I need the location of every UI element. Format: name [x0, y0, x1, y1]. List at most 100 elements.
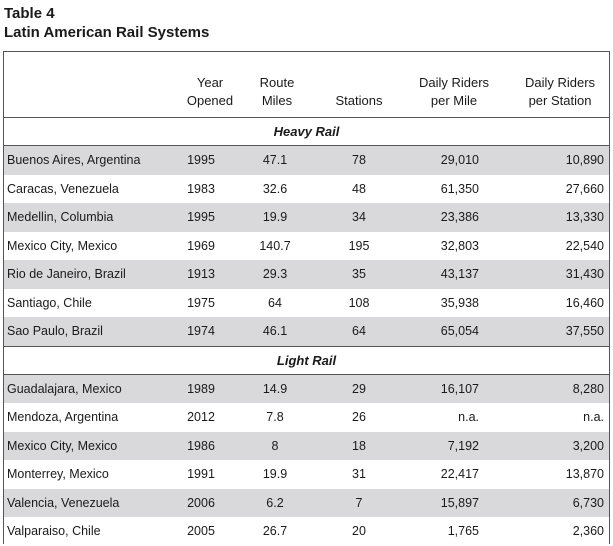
route-miles-cell: 29.3 — [262, 267, 288, 281]
table-header: Year Opened Route Miles Stations Daily R… — [4, 52, 609, 118]
city-cell: Mendoza, Argentina — [7, 410, 119, 424]
stations-cell: 26 — [352, 410, 366, 424]
table-row: Mexico City, Mexico 1969 140.7 195 32,803 22,… — [4, 232, 609, 261]
stations-cell: 35 — [352, 267, 366, 281]
stations-cell: 78 — [352, 153, 366, 167]
year-cell: 1989 — [187, 381, 215, 396]
riders-per-mile-cell: 61,350 — [440, 181, 479, 196]
riders-per-mile-cell: 32,803 — [440, 238, 479, 253]
year-cell: 1974 — [187, 324, 215, 338]
city-cell: Mexico City, Mexico — [7, 438, 118, 453]
header-stations: Stations — [329, 92, 389, 110]
riders-per-station-cell: 3,200 — [572, 438, 604, 453]
city-cell: Medellin, Columbia — [7, 210, 114, 224]
header-year-opened: Year Opened — [182, 74, 238, 110]
table-row: Mendoza, Argentina 2012 7.8 26 n.a. n.a. — [4, 403, 609, 432]
city-cell: Santiago, Chile — [7, 295, 92, 310]
riders-per-mile-cell: 35,938 — [440, 295, 479, 310]
city-cell: Guadalajara, Mexico — [7, 381, 122, 396]
stations-cell: 34 — [352, 210, 366, 224]
year-cell: 1969 — [187, 238, 215, 253]
riders-per-mile-cell: 29,010 — [440, 153, 479, 167]
city-cell: Buenos Aires, Argentina — [7, 153, 141, 167]
table-row: Sao Paulo, Brazil 1974 46.1 64 65,054 37,550 — [4, 317, 609, 346]
table-row: Mexico City, Mexico 1986 8 18 7,192 3,200 — [4, 431, 609, 460]
riders-per-station-cell: 10,890 — [565, 153, 604, 167]
year-cell: 1913 — [187, 267, 215, 281]
riders-per-station-cell: 8,280 — [572, 381, 604, 396]
riders-per-station-cell: 2,360 — [572, 524, 604, 538]
year-cell: 1983 — [187, 181, 215, 196]
riders-per-station-cell: 22,540 — [565, 238, 604, 253]
riders-per-mile-cell: 23,386 — [440, 210, 479, 224]
table-body: Heavy Rail Buenos Aires, Argentina 1995 47.… — [4, 118, 609, 546]
year-cell: 2012 — [187, 410, 215, 424]
riders-per-mile-cell: 1,765 — [447, 524, 479, 538]
riders-per-mile-cell: n.a. — [458, 410, 479, 424]
city-cell: Valencia, Venezuela — [7, 495, 120, 510]
city-cell: Sao Paulo, Brazil — [7, 324, 103, 338]
route-miles-cell: 6.2 — [266, 495, 284, 510]
city-cell: Valparaiso, Chile — [7, 524, 101, 538]
header-rps-line2: per Station — [528, 93, 592, 108]
header-riders-per-mile: Daily Riders per Mile — [409, 74, 499, 110]
city-cell: Caracas, Venezuela — [7, 181, 119, 196]
route-miles-cell: 140.7 — [259, 238, 291, 253]
stations-cell: 20 — [352, 524, 366, 538]
year-cell: 2005 — [187, 524, 215, 538]
route-miles-cell: 46.1 — [262, 324, 288, 338]
header-year-line2: Opened — [186, 93, 234, 108]
section-heading: Heavy Rail — [4, 118, 609, 146]
stations-cell: 18 — [352, 438, 366, 453]
route-miles-cell: 47.1 — [262, 153, 288, 167]
header-year-line1: Year — [196, 75, 224, 90]
city-cell: Monterrey, Mexico — [7, 467, 109, 481]
header-riders-per-station: Daily Riders per Station — [514, 74, 606, 110]
table-row: Santiago, Chile 1975 64 108 35,938 16,460 — [4, 289, 609, 318]
route-miles-cell: 64 — [268, 295, 282, 310]
table-row: Caracas, Venezuela 1983 32.6 48 61,350 27,660 — [4, 175, 609, 204]
stations-cell: 64 — [352, 324, 366, 338]
riders-per-mile-cell: 15,897 — [440, 495, 479, 510]
city-cell: Rio de Janeiro, Brazil — [7, 267, 126, 281]
route-miles-cell: 8 — [271, 438, 279, 453]
route-miles-cell: 7.8 — [266, 410, 284, 424]
riders-per-mile-cell: 7,192 — [447, 438, 479, 453]
route-miles-cell: 14.9 — [262, 381, 288, 396]
year-cell: 1991 — [187, 467, 215, 481]
table-row: Valparaiso, Chile 2005 26.7 20 1,765 2,360 — [4, 517, 609, 546]
riders-per-station-cell: 37,550 — [565, 324, 604, 338]
riders-per-mile-cell: 43,137 — [440, 267, 479, 281]
header-miles-line1: Route — [259, 75, 295, 90]
table-row: Valencia, Venezuela 2006 6.2 7 15,897 6,730 — [4, 488, 609, 517]
header-route-miles: Route Miles — [250, 74, 304, 110]
city-cell: Mexico City, Mexico — [7, 238, 118, 253]
table-number: Table 4 — [4, 5, 55, 22]
header-miles-line2: Miles — [261, 93, 293, 108]
riders-per-station-cell: n.a. — [583, 410, 604, 424]
riders-per-station-cell: 31,430 — [565, 267, 604, 281]
header-rps-line1: Daily Riders — [524, 75, 596, 90]
year-cell: 2006 — [187, 495, 215, 510]
year-cell: 1986 — [187, 438, 215, 453]
table-row: Guadalajara, Mexico 1989 14.9 29 16,107 8,280 — [4, 374, 609, 403]
stations-cell: 48 — [352, 181, 366, 196]
year-cell: 1995 — [187, 210, 215, 224]
stations-cell: 7 — [355, 495, 363, 510]
header-rpm-line1: Daily Riders — [418, 75, 490, 90]
riders-per-station-cell: 13,330 — [565, 210, 604, 224]
route-miles-cell: 26.7 — [262, 524, 288, 538]
header-stations-line1: Stations — [335, 93, 383, 108]
header-rpm-line2: per Mile — [430, 93, 478, 108]
stations-cell: 29 — [352, 381, 366, 396]
route-miles-cell: 19.9 — [262, 467, 288, 481]
table-row: Rio de Janeiro, Brazil 1913 29.3 35 43,137 31… — [4, 260, 609, 289]
riders-per-mile-cell: 65,054 — [440, 324, 479, 338]
riders-per-mile-cell: 16,107 — [440, 381, 479, 396]
table-caption: Latin American Rail Systems — [4, 24, 210, 41]
riders-per-station-cell: 27,660 — [565, 181, 604, 196]
riders-per-station-cell: 16,460 — [565, 295, 604, 310]
riders-per-station-cell: 13,870 — [565, 467, 604, 481]
table-title: Table 4 Latin American Rail Systems — [4, 4, 209, 42]
section-heading: Light Rail — [4, 345, 609, 375]
